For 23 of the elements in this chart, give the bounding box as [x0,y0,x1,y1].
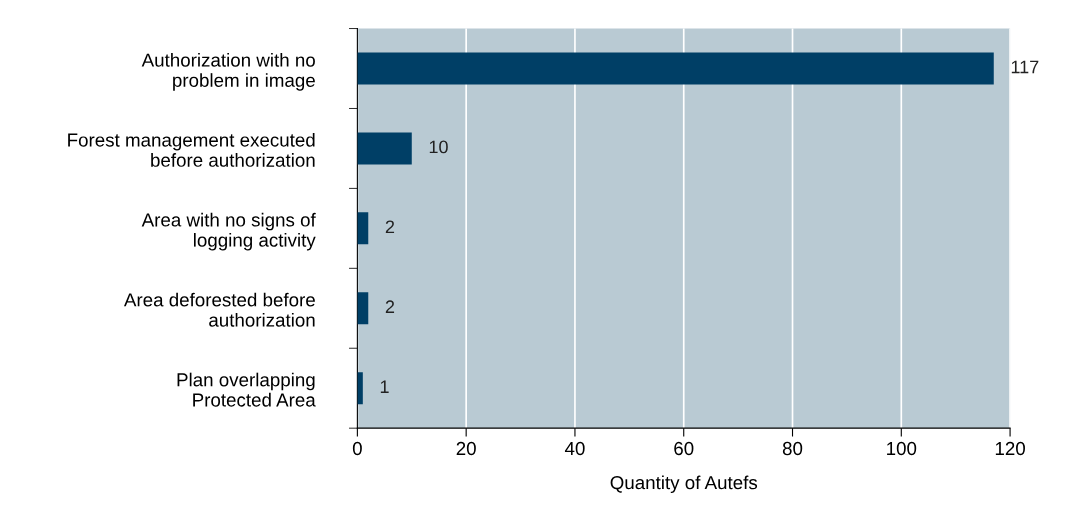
data-label: 2 [385,300,395,313]
x-tick-label: 100 [887,441,917,456]
x-tick-label: 80 [782,441,803,456]
bar [357,52,994,85]
x-tick-label: 60 [674,441,694,456]
bar [357,212,369,245]
x-axis-title: Quantity of Autefs [610,475,758,493]
y-tick-label: Authorization with no problem in image [141,52,315,91]
x-tick-label: 20 [456,441,476,456]
x-tick-label: 120 [995,441,1025,456]
y-tick-label: Area deforested before authorization [123,292,315,327]
bar [357,372,363,405]
bar [357,132,412,165]
x-tick-label: 0 [352,441,362,456]
y-tick-label: Area with no signs of logging activity [141,212,316,251]
data-label: 2 [385,220,395,234]
x-tick-label: 40 [564,441,585,456]
bar [357,292,369,325]
data-label: 10 [429,140,448,154]
data-label: 117 [1011,60,1039,74]
y-tick-label: Forest management executed before authorization [68,132,315,167]
data-label: 1 [380,380,389,393]
y-tick-label: Plan overlapping Protected Area [177,372,316,407]
